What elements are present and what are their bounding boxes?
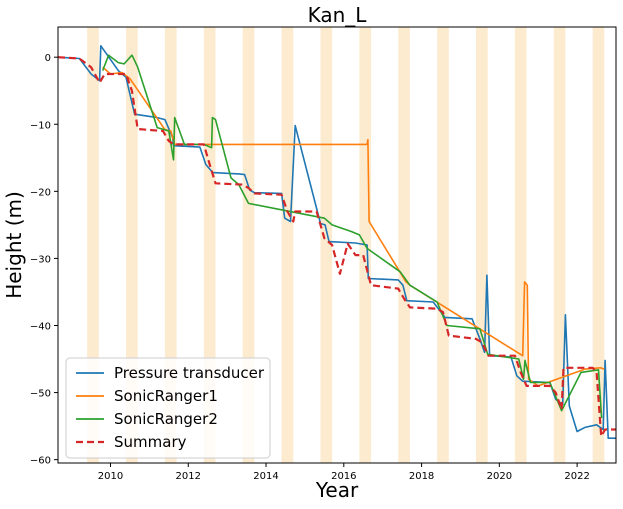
x-tick-label: 2016 (331, 471, 356, 482)
y-tick-label: −20 (30, 187, 51, 198)
y-axis: 0 −10 −20 −30 −40 −50 −60 (30, 53, 58, 467)
summer-band-10 (476, 27, 488, 463)
legend-label: SonicRanger2 (114, 410, 218, 428)
x-tick-label: 2022 (564, 471, 589, 482)
x-axis-title: Year (315, 478, 359, 502)
y-tick-label: 0 (45, 53, 51, 64)
y-tick-label: −10 (30, 120, 51, 131)
y-tick-label: −50 (30, 389, 51, 400)
y-tick-label: −30 (30, 254, 51, 265)
summer-band-2 (164, 27, 177, 463)
legend-box (65, 357, 271, 459)
summer-band-6 (320, 27, 333, 463)
series-line-summary (57, 56, 616, 438)
x-tick-label: 2018 (409, 471, 434, 482)
legend-label: SonicRanger1 (114, 387, 218, 405)
y-tick-label: −40 (30, 321, 51, 332)
y-tick-label: −60 (30, 456, 51, 467)
series-line-sonicranger2 (101, 54, 603, 419)
x-tick-label: 2014 (253, 471, 278, 482)
summer-band-0 (87, 27, 99, 463)
summer-band-3 (203, 27, 216, 463)
series-line-sonicranger1 (102, 66, 605, 387)
summer-band-12 (553, 27, 566, 463)
summer-band-4 (242, 27, 255, 463)
summer-band-5 (281, 27, 294, 463)
summer-band-9 (437, 27, 449, 463)
legend-label: Summary (114, 433, 187, 451)
legend-label: Pressure transducer (114, 364, 265, 382)
x-tick-label: 2010 (98, 471, 123, 482)
summer-band-13 (592, 27, 605, 463)
series-layer (57, 44, 616, 440)
x-tick-label: 2020 (487, 471, 512, 482)
summer-band-1 (126, 27, 138, 463)
chart-title: Kan_L (308, 3, 368, 27)
summer-band-8 (398, 27, 410, 463)
summer-band-11 (514, 27, 527, 463)
x-tick-label: 2012 (176, 471, 201, 482)
plot-frame (57, 26, 617, 464)
x-axis: 2010 2012 2014 2016 2018 2020 2022 (98, 463, 590, 482)
y-axis-title: Height (m) (2, 191, 26, 299)
legend: Pressure transducer SonicRanger1 SonicRang… (65, 357, 271, 459)
